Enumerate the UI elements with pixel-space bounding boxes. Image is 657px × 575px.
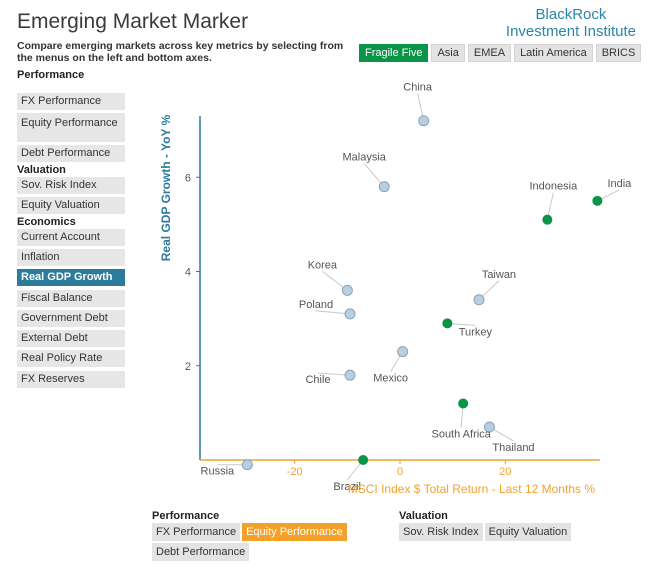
point-mexico[interactable] (397, 346, 409, 358)
x-axis-title: MSCI Index $ Total Return - Last 12 Mont… (348, 482, 596, 496)
point-label-china: China (403, 82, 433, 94)
bottom-performance-row-1: FX Performance Equity Performance (152, 523, 347, 541)
sidebar-item-equity-valuation[interactable]: Equity Valuation (17, 197, 125, 214)
point-chile[interactable] (344, 369, 356, 381)
point-taiwan[interactable] (473, 294, 485, 306)
point-poland[interactable] (344, 308, 356, 320)
leader-line-taiwan (478, 280, 500, 301)
sidebar-item-real-policy-rate[interactable]: Real Policy Rate (17, 350, 125, 367)
point-indonesia[interactable] (542, 214, 553, 225)
sidebar-heading-economics: Economics (17, 216, 76, 228)
x-tick-label: 0 (397, 466, 403, 478)
page-subtitle: Compare emerging markets across key metr… (17, 40, 344, 64)
leader-line-korea (322, 270, 348, 291)
sidebar-item-fiscal-balance[interactable]: Fiscal Balance (17, 290, 125, 307)
leader-line-mexico (390, 351, 404, 372)
point-turkey[interactable] (442, 318, 453, 329)
bottom-debt-performance-button[interactable]: Debt Performance (152, 543, 250, 561)
bottom-heading-valuation: Valuation (399, 510, 448, 522)
region-emea[interactable]: EMEA (467, 44, 512, 62)
point-label-mexico: Mexico (373, 373, 408, 385)
region-brics[interactable]: BRICS (595, 44, 642, 62)
point-label-russia: Russia (201, 466, 236, 478)
sidebar-item-real-gdp-growth[interactable]: Real GDP Growth (17, 269, 125, 286)
leader-line-turkey (447, 322, 476, 326)
leader-line-thailand (489, 426, 514, 442)
point-label-malaysia: Malaysia (343, 152, 387, 164)
sidebar-item-fx-reserves[interactable]: FX Reserves (17, 371, 125, 388)
sidebar-item-inflation[interactable]: Inflation (17, 249, 125, 266)
bottom-valuation-row: Sov. Risk Index Equity Valuation (399, 523, 572, 541)
x-tick-label: 20 (499, 466, 511, 478)
leader-line-south-africa (460, 403, 464, 428)
point-india[interactable] (592, 195, 603, 206)
y-tick-label: 4 (185, 267, 191, 279)
bottom-equity-valuation-button[interactable]: Equity Valuation (484, 523, 572, 541)
point-label-india: India (607, 178, 632, 190)
leader-line-china (417, 93, 425, 121)
sidebar-item-sov-risk-index[interactable]: Sov. Risk Index (17, 177, 125, 194)
point-label-turkey: Turkey (459, 326, 493, 338)
region-latin-america[interactable]: Latin America (514, 44, 593, 62)
leader-line-brazil (346, 459, 364, 481)
leader-line-chile (317, 372, 351, 376)
x-tick-label: -20 (287, 466, 303, 478)
point-south-africa[interactable] (458, 398, 469, 409)
sidebar-heading-valuation: Valuation (17, 164, 66, 176)
region-filter: Fragile Five Asia EMEA Latin America BRI… (359, 44, 642, 62)
point-brazil[interactable] (358, 455, 369, 465)
leader-line-poland (315, 310, 351, 315)
bottom-sov-risk-index-button[interactable]: Sov. Risk Index (399, 523, 483, 541)
point-label-indonesia: Indonesia (530, 181, 579, 193)
point-china[interactable] (418, 115, 430, 127)
brand-logo: BlackRock Investment Institute (506, 6, 636, 40)
region-fragile-five[interactable]: Fragile Five (359, 44, 429, 62)
bottom-heading-performance: Performance (152, 510, 220, 522)
point-malaysia[interactable] (378, 181, 390, 193)
leader-line-india (597, 189, 620, 202)
point-label-thailand: Thailand (492, 442, 534, 454)
point-label-south-africa: South Africa (431, 428, 491, 440)
sidebar-item-government-debt[interactable]: Government Debt (17, 310, 125, 327)
y-axis-title: Real GDP Growth - YoY % (159, 114, 173, 261)
sidebar-item-equity-performance[interactable]: Equity Performance (17, 113, 125, 142)
point-russia[interactable] (241, 459, 253, 471)
point-label-taiwan: Taiwan (482, 269, 516, 281)
sidebar-item-fx-performance[interactable]: FX Performance (17, 93, 125, 110)
brand-line-1: BlackRock (535, 6, 607, 23)
sidebar-item-external-debt[interactable]: External Debt (17, 330, 125, 347)
bottom-fx-performance-button[interactable]: FX Performance (152, 523, 241, 541)
brand-line-2: Investment Institute (505, 23, 636, 40)
point-label-brazil: Brazil (333, 481, 361, 493)
sidebar-item-current-account[interactable]: Current Account (17, 229, 125, 246)
bottom-performance-row-2: Debt Performance (152, 543, 250, 561)
point-label-chile: Chile (305, 374, 330, 386)
sidebar-heading-performance: Performance (17, 69, 85, 81)
point-korea[interactable] (341, 284, 353, 296)
point-thailand[interactable] (483, 421, 495, 433)
region-asia[interactable]: Asia (431, 44, 465, 62)
y-tick-label: 2 (185, 361, 191, 373)
leader-line-malaysia (363, 163, 385, 188)
y-tick-label: 6 (185, 172, 191, 184)
point-label-poland: Poland (299, 299, 333, 311)
sidebar-item-debt-performance[interactable]: Debt Performance (17, 145, 125, 162)
page-title: Emerging Market Marker (17, 10, 249, 33)
point-label-korea: Korea (308, 259, 338, 271)
leader-line-indonesia (546, 192, 554, 220)
bottom-equity-performance-button[interactable]: Equity Performance (242, 523, 347, 541)
